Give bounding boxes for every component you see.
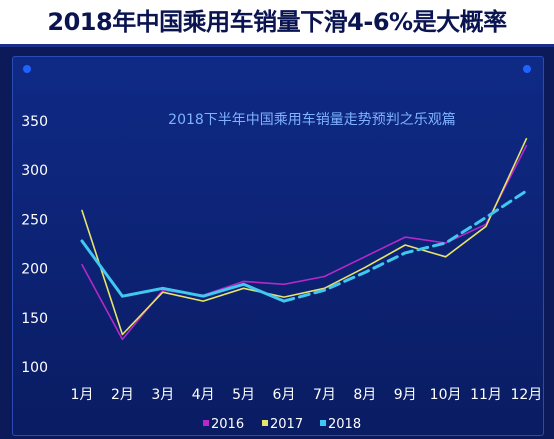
- series-line-2017: [81, 137, 528, 336]
- x-tick-label-11: 11月: [470, 387, 502, 403]
- x-tick-label-4: 4月: [192, 387, 215, 403]
- y-tick-label-350: 350: [21, 114, 48, 130]
- series-line-2018: [80, 239, 286, 303]
- x-tick-label-9: 9月: [394, 387, 417, 403]
- legend: 2016 2017 2018: [203, 417, 361, 432]
- x-tick-label-5: 5月: [232, 387, 255, 403]
- legend-label-2018: 2018: [328, 417, 361, 432]
- title-underline: [0, 44, 554, 47]
- x-tick-label-8: 8月: [353, 387, 376, 403]
- y-tick-label-150: 150: [21, 311, 48, 327]
- y-tick-label-300: 300: [21, 163, 48, 179]
- series-group: [80, 137, 528, 341]
- corner-dot-left: [23, 65, 31, 73]
- x-axis: 1月 2月 3月 4月 5月 6月 7月 8月 9月 10月 11月 12月: [71, 387, 543, 403]
- series-line-2016: [81, 144, 528, 341]
- page-title: 2018年中国乘用车销量下滑4-6%是大概率: [0, 0, 554, 46]
- x-tick-label-7: 7月: [313, 387, 336, 403]
- x-tick-label-1: 1月: [71, 387, 94, 403]
- y-tick-label-100: 100: [21, 360, 48, 376]
- legend-label-2017: 2017: [270, 417, 303, 432]
- chart-title: 2018下半年中国乘用车销量走势预判之乐观篇: [168, 111, 456, 128]
- x-tick-label-12: 12月: [510, 387, 542, 403]
- x-tick-label-2: 2月: [111, 387, 134, 403]
- series-line-2018-forecast: [282, 189, 528, 303]
- chart-panel: [12, 56, 544, 436]
- legend-swatch-2016: [203, 420, 209, 426]
- x-tick-label-10: 10月: [430, 387, 462, 403]
- x-tick-label-6: 6月: [273, 387, 296, 403]
- corner-dot-right: [523, 65, 531, 73]
- y-tick-label-250: 250: [21, 212, 48, 228]
- legend-label-2016: 2016: [211, 417, 244, 432]
- legend-swatch-2018: [320, 420, 326, 426]
- y-tick-label-200: 200: [21, 262, 48, 278]
- x-tick-label-3: 3月: [151, 387, 174, 403]
- legend-swatch-2017: [262, 420, 268, 426]
- y-axis: 100 150 200 250 300 350: [21, 114, 48, 376]
